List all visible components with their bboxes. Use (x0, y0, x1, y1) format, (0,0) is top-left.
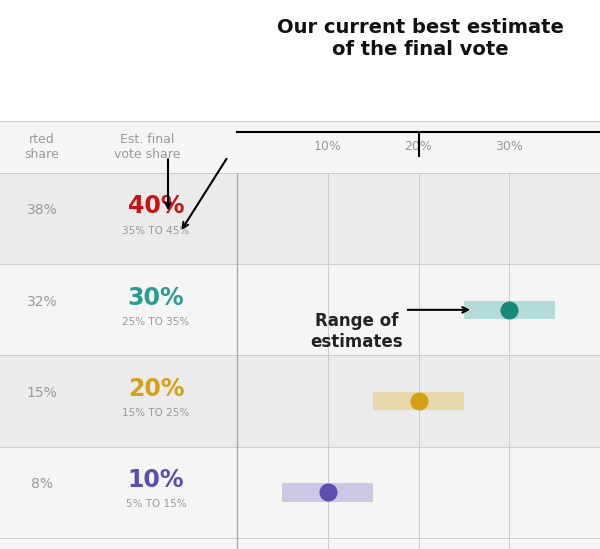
Bar (464, 301, 554, 319)
Bar (0, 264, 600, 356)
Text: 15% TO 25%: 15% TO 25% (122, 408, 190, 418)
Text: Range of
estimates: Range of estimates (311, 312, 403, 351)
Text: 5% TO 15%: 5% TO 15% (125, 500, 187, 509)
Text: 30%: 30% (128, 286, 184, 310)
Text: rted
share: rted share (25, 133, 59, 161)
Text: 25% TO 35%: 25% TO 35% (122, 317, 190, 327)
Text: 38%: 38% (26, 203, 58, 217)
Text: 35% TO 45%: 35% TO 45% (122, 226, 190, 236)
Text: 10%: 10% (314, 141, 341, 153)
Bar (0, 447, 600, 538)
Bar (0, 121, 600, 173)
Text: 15%: 15% (26, 386, 58, 400)
Bar (0, 0, 600, 121)
Text: 40%: 40% (128, 194, 184, 219)
Text: 20%: 20% (128, 377, 184, 401)
Text: 8%: 8% (31, 477, 53, 491)
Text: 10%: 10% (128, 468, 184, 492)
Bar (373, 392, 464, 410)
Text: Our current best estimate
of the final vote: Our current best estimate of the final v… (277, 18, 563, 59)
Bar (0, 356, 600, 447)
Text: 30%: 30% (496, 141, 523, 153)
Bar (0, 173, 600, 264)
Text: Est. final
vote share: Est. final vote share (114, 133, 180, 161)
Text: 20%: 20% (404, 141, 433, 153)
Text: 32%: 32% (26, 295, 58, 309)
Bar (283, 483, 373, 502)
